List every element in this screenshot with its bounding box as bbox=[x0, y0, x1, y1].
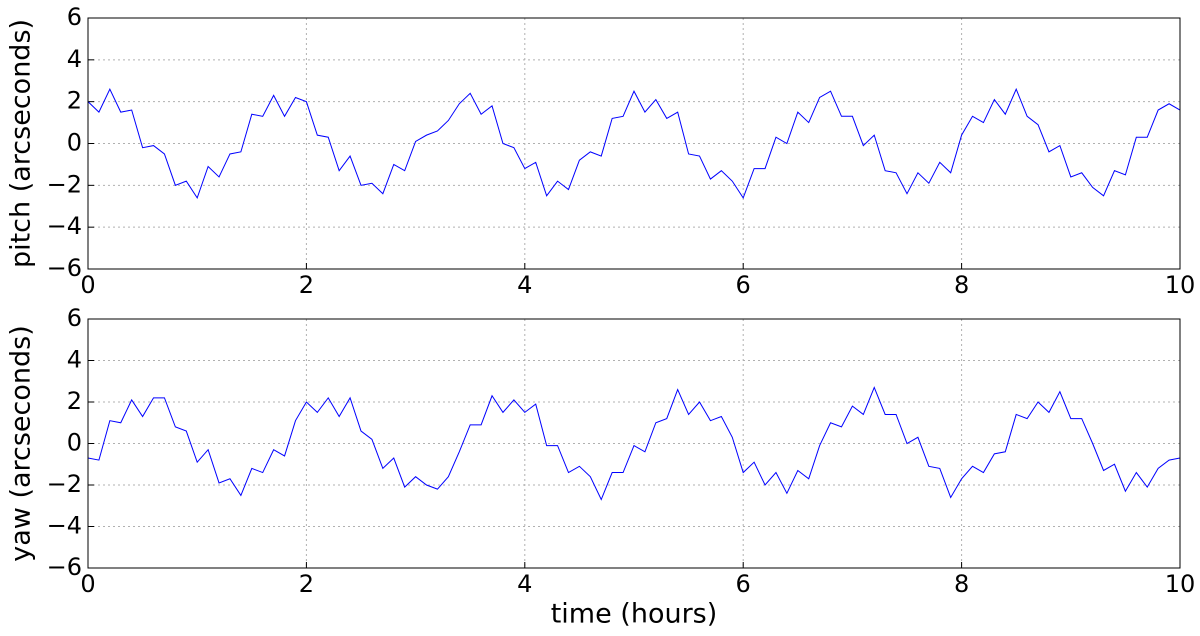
axes-frame bbox=[87, 17, 1181, 270]
x-tick-label: 6 bbox=[736, 570, 751, 598]
x-tick-label: 10 bbox=[1165, 570, 1196, 598]
y-tick-label: 6 bbox=[67, 304, 82, 332]
y-tick-label: −2 bbox=[47, 470, 82, 498]
x-tick-label: 6 bbox=[736, 271, 751, 299]
y-tick-label: 4 bbox=[67, 346, 82, 374]
y-tick-label: 4 bbox=[67, 45, 82, 73]
y-axis-label: yaw (arcseconds) bbox=[6, 325, 37, 562]
y-tick-label: 0 bbox=[67, 129, 82, 157]
data-line bbox=[87, 87, 1181, 200]
y-tick-label: −2 bbox=[47, 170, 82, 198]
x-tick-label: 4 bbox=[517, 271, 532, 299]
x-tick-label: 0 bbox=[80, 570, 95, 598]
x-tick-label: 8 bbox=[954, 570, 969, 598]
y-tick-label: −6 bbox=[47, 254, 82, 282]
x-tick-label: 4 bbox=[517, 570, 532, 598]
y-tick-label: −4 bbox=[47, 512, 82, 540]
x-tick-label: 10 bbox=[1165, 271, 1196, 299]
y-tick-label: 2 bbox=[67, 387, 82, 415]
y-tick-label: 2 bbox=[67, 87, 82, 115]
x-tick-label: 0 bbox=[80, 271, 95, 299]
x-tick-label: 2 bbox=[299, 570, 314, 598]
x-tick-label: 8 bbox=[954, 271, 969, 299]
data-line bbox=[87, 386, 1181, 501]
y-tick-label: 6 bbox=[67, 3, 82, 31]
y-tick-label: −6 bbox=[47, 553, 82, 581]
y-axis-label: pitch (arcseconds) bbox=[6, 19, 37, 268]
x-axis-label: time (hours) bbox=[551, 599, 718, 630]
axes-frame bbox=[87, 318, 1181, 569]
y-tick-label: 0 bbox=[67, 429, 82, 457]
y-tick-label: −4 bbox=[47, 212, 82, 240]
x-tick-label: 2 bbox=[299, 271, 314, 299]
